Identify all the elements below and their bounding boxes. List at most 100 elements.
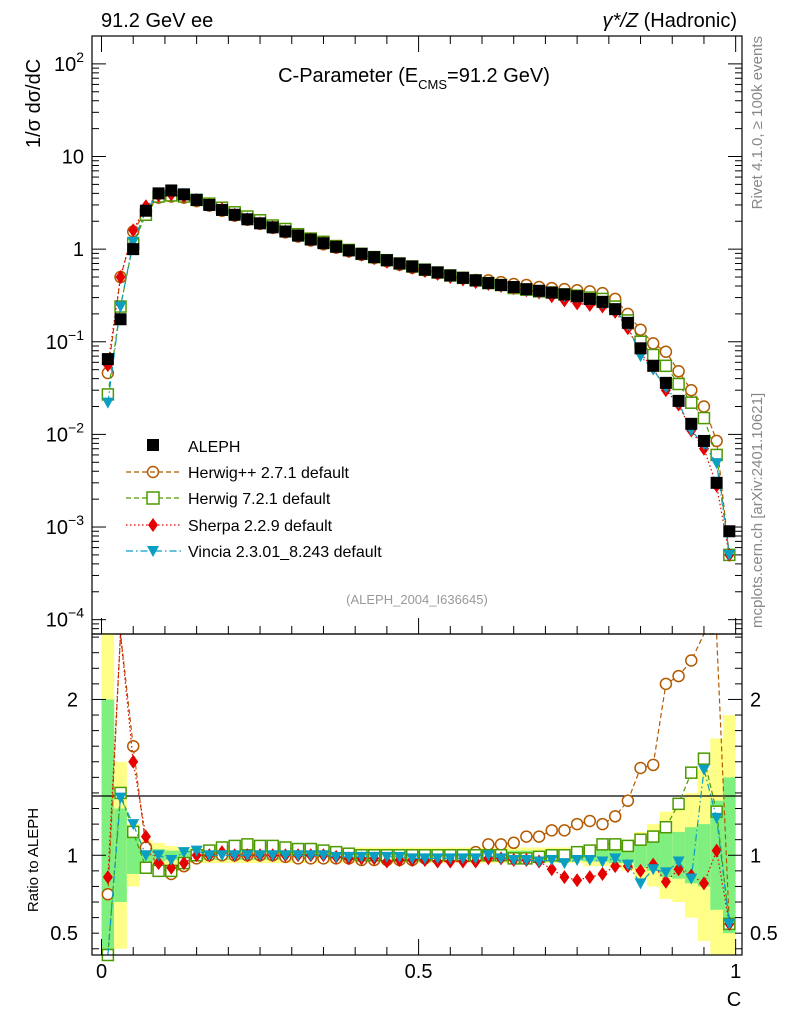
mcplots-label: mcplots.cern.ch [arXiv:2401.10621] — [749, 393, 766, 628]
ratio-data-point — [393, 851, 406, 863]
ratio-data-point — [368, 851, 381, 863]
ratio-data-point — [456, 853, 469, 865]
ratio-data-point — [266, 850, 279, 862]
main-data-point — [139, 204, 152, 217]
main-data-point — [368, 251, 381, 264]
main-title-subscript: CMS — [418, 77, 447, 92]
ratio-data-point — [127, 819, 140, 831]
main-y-tick-base: 10 — [46, 610, 68, 632]
ratio-data-point — [634, 833, 647, 846]
ratio-data-point — [597, 866, 608, 881]
main-data-point — [152, 187, 165, 200]
ratio-data-point — [609, 853, 622, 865]
ratio-data-point — [583, 854, 596, 866]
ratio-data-point — [495, 853, 508, 865]
ratio-band-inner — [697, 824, 711, 887]
ratio-data-point — [216, 850, 228, 862]
main-y-tick-label: 10 — [62, 147, 84, 169]
main-data-point — [558, 288, 571, 301]
ratio-data-point — [659, 677, 673, 691]
main-data-point — [672, 377, 685, 391]
ratio-data-point — [140, 829, 151, 844]
ratio-data-point — [610, 859, 621, 874]
ratio-data-point — [228, 850, 241, 862]
gamma-z-symbol: γ*/Z — [603, 10, 639, 32]
main-data-point — [533, 284, 546, 297]
ratio-data-point — [608, 810, 622, 823]
main-data-point — [659, 359, 673, 373]
main-data-point — [723, 525, 736, 538]
main-data-point — [380, 254, 393, 267]
main-title-part: C-Parameter (E — [278, 65, 418, 87]
ratio-data-point — [380, 851, 393, 863]
ratio-data-point — [545, 854, 558, 866]
main-data-point — [659, 345, 673, 359]
main-data-point — [393, 257, 406, 270]
ratio-data-point — [672, 797, 685, 811]
ratio-data-point — [558, 858, 571, 870]
main-y-axis-label: 1/σ dσ/dC — [23, 59, 45, 148]
ratio-data-point — [177, 847, 190, 859]
ratio-y-tick-label: 2 — [67, 689, 78, 711]
main-data-point — [697, 400, 711, 413]
main-y-tick-label: 10−3 — [46, 512, 84, 539]
ratio-data-point — [178, 856, 189, 871]
ratio-data-point — [659, 867, 672, 879]
main-data-point — [127, 243, 140, 256]
ratio-data-point — [646, 758, 660, 772]
ratio-data-point — [672, 669, 685, 683]
main-data-point — [685, 383, 698, 397]
main-data-point — [216, 203, 228, 216]
main-y-tick-exponent: −3 — [68, 512, 84, 528]
ratio-data-point — [647, 864, 660, 876]
main-data-point — [128, 223, 139, 238]
legend-aleph-marker — [147, 439, 159, 451]
ratio-data-point — [279, 850, 292, 862]
main-data-point — [495, 279, 508, 292]
main-data-point — [266, 221, 279, 234]
ratio-data-point — [646, 830, 660, 843]
main-watermark: (ALEPH_2004_I636645) — [346, 592, 488, 607]
main-data-point — [342, 244, 355, 257]
ratio-data-point — [621, 859, 634, 871]
main-y-tick-label: 1 — [73, 239, 84, 261]
ratio-data-point — [572, 873, 583, 888]
legend-entry-aleph: ALEPH — [147, 439, 240, 456]
main-data-point — [101, 397, 114, 409]
ratio-data-point — [165, 854, 178, 866]
main-title-end: =91.2 GeV) — [447, 65, 550, 87]
main-data-point — [621, 316, 634, 329]
ratio-data-point — [304, 850, 317, 862]
main-y-tick-exponent: −2 — [68, 419, 84, 435]
ratio-data-point — [520, 830, 533, 843]
ratio-data-point — [621, 794, 635, 807]
ratio-data-point — [596, 838, 609, 851]
main-data-point — [685, 417, 698, 430]
ratio-data-point — [128, 754, 139, 769]
main-data-point — [697, 411, 711, 425]
main-data-point — [685, 396, 698, 409]
ratio-data-point — [190, 845, 203, 857]
ratio-data-point — [152, 850, 165, 862]
legend-entry-herwig7: Herwig 7.2.1 default — [126, 491, 331, 508]
main-data-point — [723, 549, 736, 561]
main-data-point — [469, 274, 482, 287]
legend-vincia-marker — [147, 546, 159, 557]
ratio-data-point — [241, 850, 254, 862]
legend-herwigpp-marker — [146, 465, 160, 479]
main-y-tick-label: 10−4 — [46, 605, 84, 632]
main-data-point — [418, 263, 431, 276]
main-data-point — [507, 281, 520, 294]
main-data-point — [672, 365, 685, 378]
x-tick-label: 0.5 — [405, 961, 433, 983]
ratio-data-point — [126, 739, 140, 753]
ratio-band-inner — [101, 699, 115, 955]
main-y-tick-exponent: −1 — [68, 327, 84, 343]
ratio-y-tick-label-right: 2 — [750, 689, 761, 711]
main-data-point — [279, 225, 292, 238]
ratio-data-point — [660, 874, 671, 889]
main-data-point — [456, 271, 469, 284]
ratio-y-tick-label: 1 — [67, 845, 78, 867]
legend: ALEPH Herwig++ 2.7.1 default Herwig 7.2.… — [126, 439, 382, 561]
